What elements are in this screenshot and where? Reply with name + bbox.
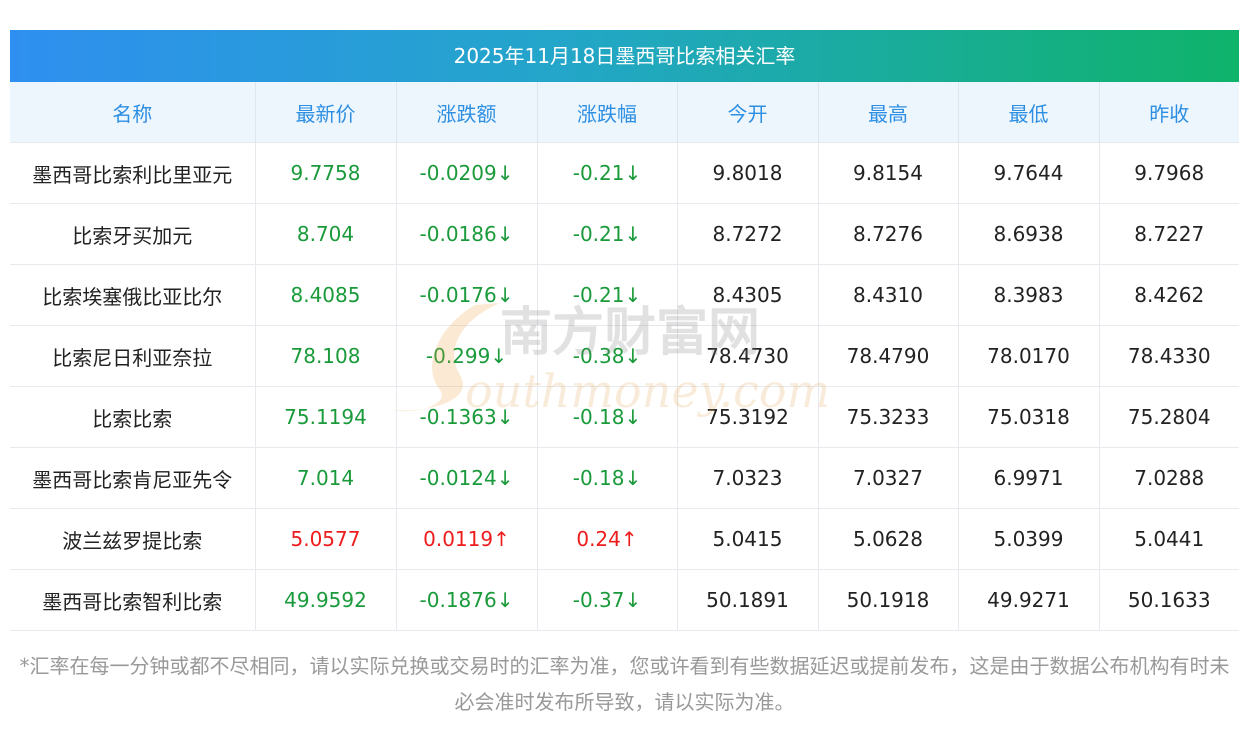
rate-panel: 2025年11月18日墨西哥比索相关汇率 名称 最新价 涨跌额 涨跌幅 今开 最…	[10, 30, 1239, 631]
cell-high: 50.1918	[818, 569, 959, 631]
table-row: 波兰兹罗提比索 5.0577 0.0119↑ 0.24↑ 5.0415 5.0628 5.0…	[10, 508, 1239, 570]
table-header-row: 名称 最新价 涨跌额 涨跌幅 今开 最高 最低 昨收	[10, 82, 1239, 143]
cell-high: 8.4310	[818, 264, 959, 326]
cell-low: 78.0170	[958, 325, 1100, 387]
cell-name[interactable]: 比索牙买加元	[10, 203, 256, 265]
cell-high: 5.0628	[818, 508, 959, 570]
rate-table: 名称 最新价 涨跌额 涨跌幅 今开 最高 最低 昨收 墨西哥比索利比里亚元 9.7…	[10, 82, 1239, 631]
cell-last: 5.0577	[255, 508, 397, 570]
cell-pct: -0.38↓	[537, 325, 678, 387]
cell-open: 9.8018	[677, 142, 819, 204]
cell-change: -0.0124↓	[396, 447, 538, 509]
cell-last: 78.108	[255, 325, 397, 387]
cell-pct: -0.37↓	[537, 569, 678, 631]
cell-low: 9.7644	[958, 142, 1100, 204]
table-row: 墨西哥比索智利比索 49.9592 -0.1876↓ -0.37↓ 50.1891 50.…	[10, 569, 1239, 631]
cell-open: 50.1891	[677, 569, 819, 631]
cell-low: 75.0318	[958, 386, 1100, 448]
column-header-low: 最低	[958, 82, 1100, 143]
cell-name[interactable]: 比索尼日利亚奈拉	[10, 325, 256, 387]
cell-prev: 8.4262	[1099, 264, 1239, 326]
column-header-change: 涨跌额	[396, 82, 538, 143]
cell-change: 0.0119↑	[396, 508, 538, 570]
column-header-open: 今开	[677, 82, 819, 143]
cell-low: 8.6938	[958, 203, 1100, 265]
cell-pct: -0.21↓	[537, 203, 678, 265]
cell-low: 5.0399	[958, 508, 1100, 570]
cell-last: 8.4085	[255, 264, 397, 326]
cell-change: -0.0176↓	[396, 264, 538, 326]
table-row: 墨西哥比索肯尼亚先令 7.014 -0.0124↓ -0.18↓ 7.0323 7.032…	[10, 447, 1239, 509]
cell-open: 78.4730	[677, 325, 819, 387]
cell-last: 7.014	[255, 447, 397, 509]
cell-high: 8.7276	[818, 203, 959, 265]
column-header-prev: 昨收	[1099, 82, 1239, 143]
cell-pct: -0.21↓	[537, 264, 678, 326]
table-row: 墨西哥比索利比里亚元 9.7758 -0.0209↓ -0.21↓ 9.8018 9.81…	[10, 142, 1239, 204]
table-row: 比索比索 75.1194 -0.1363↓ -0.18↓ 75.3192 75.3233 7…	[10, 386, 1239, 448]
cell-prev: 9.7968	[1099, 142, 1239, 204]
cell-prev: 75.2804	[1099, 386, 1239, 448]
cell-pct: -0.18↓	[537, 386, 678, 448]
cell-open: 8.7272	[677, 203, 819, 265]
cell-name[interactable]: 波兰兹罗提比索	[10, 508, 256, 570]
cell-last: 8.704	[255, 203, 397, 265]
cell-high: 9.8154	[818, 142, 959, 204]
cell-low: 6.9971	[958, 447, 1100, 509]
cell-name[interactable]: 墨西哥比索肯尼亚先令	[10, 447, 256, 509]
cell-pct: 0.24↑	[537, 508, 678, 570]
cell-change: -0.299↓	[396, 325, 538, 387]
cell-name[interactable]: 墨西哥比索智利比索	[10, 569, 256, 631]
cell-change: -0.0209↓	[396, 142, 538, 204]
cell-low: 49.9271	[958, 569, 1100, 631]
cell-change: -0.1363↓	[396, 386, 538, 448]
cell-open: 5.0415	[677, 508, 819, 570]
cell-change: -0.0186↓	[396, 203, 538, 265]
disclaimer-note: *汇率在每一分钟或都不尽相同，请以实际兑换或交易时的汇率为准，您或许看到有些数据…	[19, 654, 1230, 714]
column-header-name: 名称	[10, 82, 256, 143]
cell-pct: -0.18↓	[537, 447, 678, 509]
page-title: 2025年11月18日墨西哥比索相关汇率	[10, 30, 1239, 82]
table-row: 比索尼日利亚奈拉 78.108 -0.299↓ -0.38↓ 78.4730 78.479…	[10, 325, 1239, 387]
column-header-pct: 涨跌幅	[537, 82, 678, 143]
cell-high: 78.4790	[818, 325, 959, 387]
table-row: 比索牙买加元 8.704 -0.0186↓ -0.21↓ 8.7272 8.7276 8.6…	[10, 203, 1239, 265]
cell-high: 7.0327	[818, 447, 959, 509]
table-row: 比索埃塞俄比亚比尔 8.4085 -0.0176↓ -0.21↓ 8.4305 8.431…	[10, 264, 1239, 326]
cell-high: 75.3233	[818, 386, 959, 448]
cell-pct: -0.21↓	[537, 142, 678, 204]
cell-prev: 78.4330	[1099, 325, 1239, 387]
cell-name[interactable]: 比索比索	[10, 386, 256, 448]
cell-prev: 7.0288	[1099, 447, 1239, 509]
cell-last: 49.9592	[255, 569, 397, 631]
cell-open: 8.4305	[677, 264, 819, 326]
cell-low: 8.3983	[958, 264, 1100, 326]
cell-open: 75.3192	[677, 386, 819, 448]
cell-prev: 50.1633	[1099, 569, 1239, 631]
cell-last: 9.7758	[255, 142, 397, 204]
cell-name[interactable]: 墨西哥比索利比里亚元	[10, 142, 256, 204]
cell-open: 7.0323	[677, 447, 819, 509]
cell-name[interactable]: 比索埃塞俄比亚比尔	[10, 264, 256, 326]
cell-prev: 8.7227	[1099, 203, 1239, 265]
cell-change: -0.1876↓	[396, 569, 538, 631]
cell-last: 75.1194	[255, 386, 397, 448]
cell-prev: 5.0441	[1099, 508, 1239, 570]
column-header-last: 最新价	[255, 82, 397, 143]
column-header-high: 最高	[818, 82, 959, 143]
